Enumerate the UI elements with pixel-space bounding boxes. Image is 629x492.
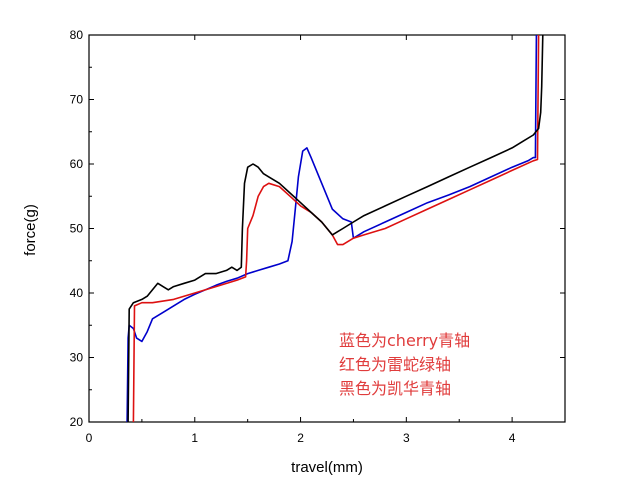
y-tick-label: 70 [70,93,84,107]
x-tick-label: 0 [86,431,93,445]
x-tick-label: 3 [403,431,410,445]
y-tick-label: 20 [70,415,84,429]
y-tick-label: 30 [70,351,84,365]
y-tick-labels: 20 30 40 50 60 70 80 [70,28,84,429]
annotation-black: 黑色为凯华青轴 [339,379,451,398]
annotation-blue: 蓝色为cherry青轴 [339,331,470,350]
plot-series [126,35,544,422]
x-axis-title: travel(mm) [291,459,363,476]
y-tick-label: 50 [70,222,84,236]
series-line-blue [126,35,538,422]
annotation-red: 红色为雷蛇绿轴 [339,355,451,374]
x-tick-label: 4 [509,431,516,445]
axis-ticks [88,34,565,423]
x-tick-labels: 0 1 2 3 4 [86,431,516,445]
series-line-red [132,35,540,422]
x-tick-label: 2 [297,431,304,445]
y-tick-label: 80 [70,28,84,42]
y-axis-title: force(g) [22,204,39,256]
y-tick-label: 60 [70,157,84,171]
x-tick-label: 1 [191,431,198,445]
series-line-black [127,35,544,422]
y-tick-label: 40 [70,286,84,300]
